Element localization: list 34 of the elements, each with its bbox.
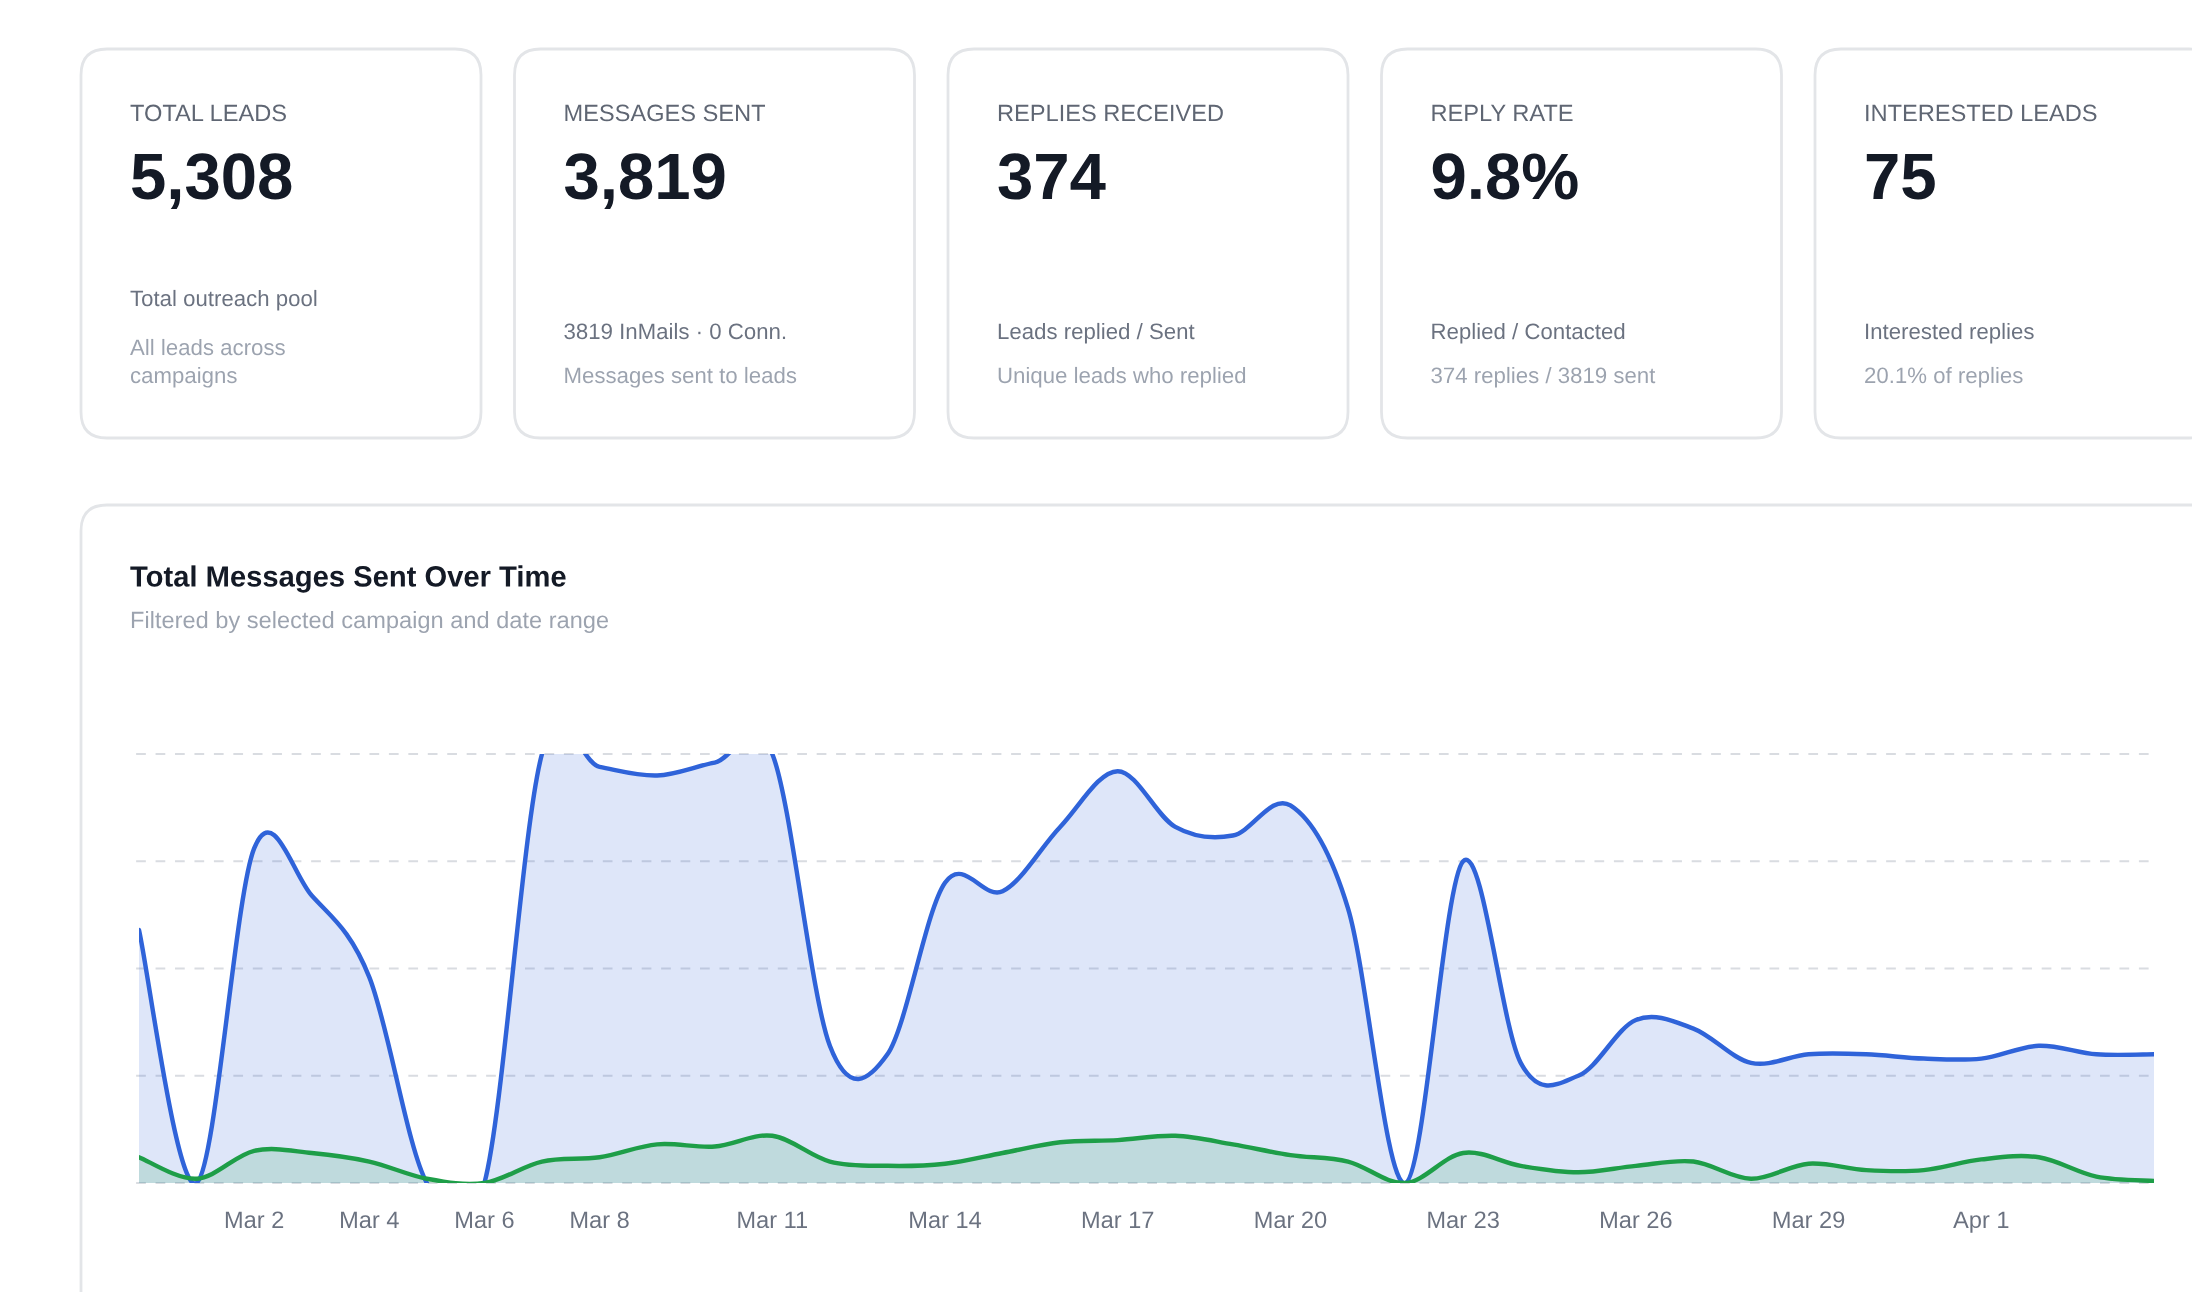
text: 20.1% of replies bbox=[1865, 366, 2023, 388]
text: Total outreach pool bbox=[130, 289, 317, 311]
text: 5,308 bbox=[132, 153, 292, 209]
text: MESSAGES SENT bbox=[565, 104, 766, 122]
text: 3,819 bbox=[565, 153, 725, 209]
x-tick-label: Mar 20 bbox=[1255, 1211, 1327, 1229]
x-tick-label: Mar 6 bbox=[456, 1211, 514, 1229]
text: 75 bbox=[1866, 153, 1935, 200]
text: 9.8% bbox=[1432, 153, 1578, 200]
x-tick-label: Mar 29 bbox=[1773, 1211, 1845, 1229]
x-tick-label: Mar 14 bbox=[910, 1211, 982, 1229]
x-tick-label: Mar 17 bbox=[1082, 1211, 1154, 1229]
text: Messages sent to leads bbox=[565, 366, 797, 388]
x-tick-label: Mar 23 bbox=[1428, 1211, 1499, 1229]
text: REPLIES RECEIVED bbox=[998, 104, 1223, 122]
chart-title: Total Messages Sent Over Time bbox=[130, 565, 566, 593]
x-tick-label: Mar 8 bbox=[571, 1211, 629, 1229]
text: Replied / Contacted bbox=[1432, 322, 1625, 344]
text: Unique leads who replied bbox=[998, 366, 1246, 388]
text: Leads replied / Sent bbox=[998, 322, 1195, 344]
x-tick-label: Apr 1 bbox=[1953, 1211, 2009, 1233]
text: INTERESTED LEADS bbox=[1866, 104, 2097, 122]
x-tick-label: Mar 4 bbox=[341, 1211, 399, 1229]
text: 374 replies / 3819 sent bbox=[1431, 366, 1656, 388]
text: REPLY RATE bbox=[1432, 104, 1573, 122]
text: 3819 InMails · 0 Conn. bbox=[564, 322, 786, 340]
x-tick-label: Mar 26 bbox=[1601, 1211, 1672, 1229]
x-tick-label: Mar 11 bbox=[738, 1211, 808, 1229]
text: All leads across campaigns bbox=[130, 338, 285, 388]
chart-subtitle: Filtered by selected campaign and date range bbox=[131, 610, 609, 634]
text: TOTAL LEADS bbox=[130, 104, 286, 122]
text: Interested replies bbox=[1866, 322, 2034, 344]
text: 374 bbox=[998, 153, 1106, 200]
x-tick-label: Mar 2 bbox=[225, 1211, 284, 1229]
